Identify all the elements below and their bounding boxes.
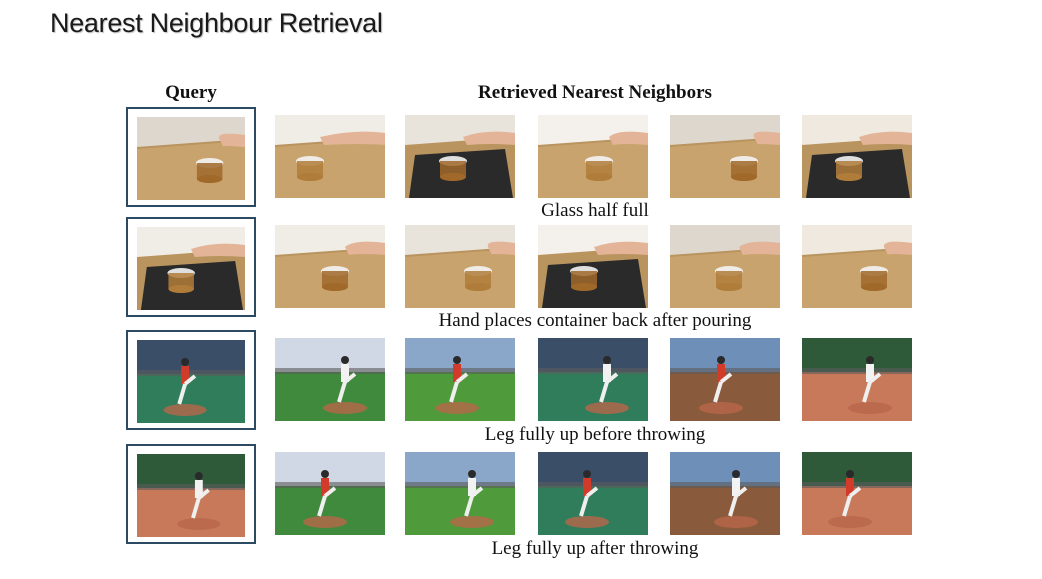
neighbor-image [802,225,912,308]
neighbor-image [538,225,648,308]
query-frame [126,217,256,317]
row-caption: Leg fully up before throwing [484,424,706,445]
neighbor-image [275,452,385,535]
query-image [137,227,245,310]
slide-title: Nearest Neighbour Retrieval [50,8,383,38]
query-image [137,454,245,537]
neighbor-image [275,115,385,198]
query-image [137,340,245,423]
neighbor-image [802,338,912,421]
neighbor-image [405,225,515,308]
query-header: Query [165,82,217,103]
neighbor-image [275,338,385,421]
neighbor-image [802,452,912,535]
neighbor-image [802,115,912,198]
query-frame [126,107,256,207]
query-frame [126,330,256,430]
neighbor-image [405,338,515,421]
neighbor-image [670,452,780,535]
neighbor-image [538,452,648,535]
neighbor-image [670,338,780,421]
neighbor-image [538,115,648,198]
query-image [137,117,245,200]
neighbor-image [670,115,780,198]
row-caption: Glass half full [541,200,649,221]
neighbor-image [405,115,515,198]
query-frame [126,444,256,544]
row-caption: Hand places container back after pouring [438,310,752,331]
neighbor-image [538,338,648,421]
retrieved-header: Retrieved Nearest Neighbors [478,82,712,103]
neighbor-image [405,452,515,535]
neighbor-image [670,225,780,308]
neighbor-image [275,225,385,308]
row-caption: Leg fully up after throwing [491,538,699,559]
